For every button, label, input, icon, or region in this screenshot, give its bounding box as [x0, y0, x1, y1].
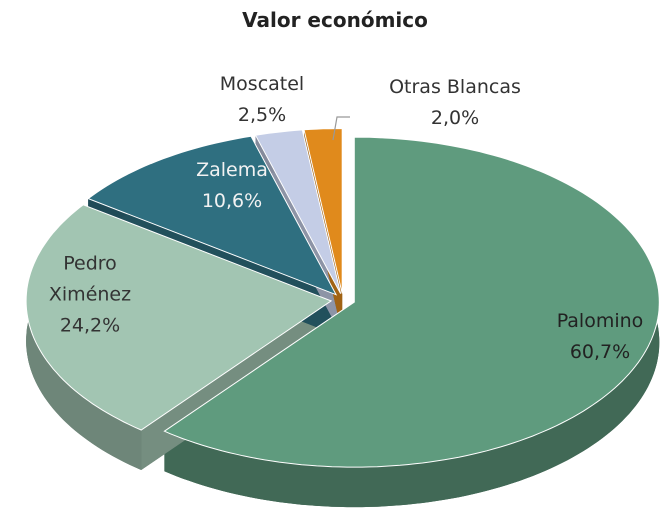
slice: [25, 204, 333, 431]
data-label: Moscatel 2,5%: [172, 69, 352, 131]
value-label: 60,7%: [569, 341, 631, 363]
slice: [87, 135, 338, 296]
data-label: Zalema 10,6%: [142, 155, 322, 217]
category-label: Zalema: [196, 159, 268, 181]
slice: [163, 136, 660, 468]
value-label: 2,0%: [430, 107, 480, 129]
data-label: Palomino 60,7%: [510, 306, 670, 368]
category-label: Moscatel: [219, 73, 305, 95]
value-label: 24,2%: [59, 314, 121, 337]
slice: [303, 127, 343, 294]
value-label: 10,6%: [201, 190, 263, 212]
slice-outer-wall: [26, 204, 142, 471]
slice: [254, 129, 342, 294]
category-label: Pedro Ximénez: [48, 252, 132, 306]
tops: [25, 127, 660, 468]
value-label: 2,5%: [237, 104, 287, 126]
category-label: Otras Blancas: [389, 76, 521, 98]
data-label: Otras Blancas 2,0%: [365, 72, 545, 134]
chart-title: Valor económico: [242, 8, 428, 32]
slice-outer-wall: [164, 137, 660, 508]
leader-line: [332, 116, 350, 141]
data-label: Pedro Ximénez 24,2%: [35, 249, 145, 342]
category-label: Palomino: [556, 310, 644, 332]
